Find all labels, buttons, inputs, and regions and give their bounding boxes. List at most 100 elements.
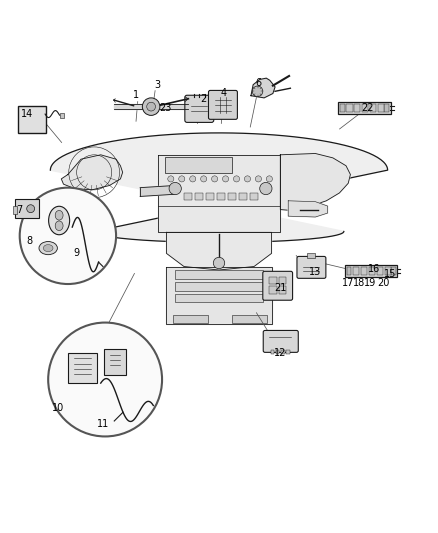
Ellipse shape <box>55 221 63 231</box>
FancyBboxPatch shape <box>165 157 232 173</box>
FancyBboxPatch shape <box>13 206 17 214</box>
Bar <box>354 104 360 112</box>
FancyBboxPatch shape <box>263 271 293 300</box>
Text: 18: 18 <box>353 278 365 288</box>
Text: 23: 23 <box>159 103 172 113</box>
Bar <box>276 350 279 354</box>
Bar <box>232 314 267 322</box>
Polygon shape <box>140 185 175 197</box>
Bar <box>392 266 396 275</box>
Bar <box>347 266 351 275</box>
Text: 22: 22 <box>362 103 374 113</box>
Text: 20: 20 <box>377 278 389 288</box>
Ellipse shape <box>43 245 53 252</box>
Bar <box>269 286 277 294</box>
Bar <box>175 270 263 279</box>
Text: 4: 4 <box>220 88 226 99</box>
FancyBboxPatch shape <box>263 330 298 352</box>
Text: 12: 12 <box>274 348 286 358</box>
Text: 17: 17 <box>342 278 354 288</box>
Text: 11: 11 <box>97 419 109 429</box>
Bar <box>60 112 64 118</box>
Bar <box>175 294 263 302</box>
Text: 9: 9 <box>74 248 80 259</box>
Bar <box>307 253 315 258</box>
Circle shape <box>212 176 218 182</box>
Bar <box>239 193 247 200</box>
Text: 2: 2 <box>201 94 207 104</box>
Text: 16: 16 <box>368 264 381 274</box>
Text: 15: 15 <box>384 269 396 279</box>
Text: 21: 21 <box>274 284 286 293</box>
Text: 7: 7 <box>17 205 23 215</box>
Circle shape <box>260 182 272 195</box>
Bar <box>195 193 203 200</box>
Circle shape <box>20 188 116 284</box>
Circle shape <box>266 176 272 182</box>
FancyBboxPatch shape <box>15 199 39 219</box>
Bar <box>362 104 368 112</box>
FancyBboxPatch shape <box>208 91 237 119</box>
Bar <box>378 104 384 112</box>
Bar <box>279 277 286 285</box>
Text: 13: 13 <box>309 266 321 277</box>
Ellipse shape <box>39 241 57 255</box>
FancyBboxPatch shape <box>68 353 97 383</box>
Text: 1: 1 <box>133 90 139 100</box>
FancyBboxPatch shape <box>338 102 391 114</box>
Circle shape <box>169 182 181 195</box>
Circle shape <box>27 205 35 213</box>
Polygon shape <box>166 268 272 324</box>
Ellipse shape <box>55 211 63 220</box>
Text: 6: 6 <box>255 78 261 88</box>
Bar <box>217 193 225 200</box>
Circle shape <box>147 102 155 111</box>
Circle shape <box>48 322 162 437</box>
Circle shape <box>255 176 261 182</box>
Text: 14: 14 <box>21 109 33 119</box>
Bar <box>384 104 389 112</box>
Bar <box>279 286 286 294</box>
Bar <box>281 350 285 354</box>
Bar <box>175 282 263 290</box>
Circle shape <box>142 98 160 115</box>
Circle shape <box>190 176 196 182</box>
Circle shape <box>168 176 174 182</box>
Bar <box>286 350 290 354</box>
Bar <box>228 193 236 200</box>
FancyBboxPatch shape <box>18 106 46 133</box>
FancyBboxPatch shape <box>104 349 126 375</box>
FancyBboxPatch shape <box>345 264 398 277</box>
Bar <box>385 267 391 274</box>
Circle shape <box>201 176 207 182</box>
Polygon shape <box>50 133 388 243</box>
Text: 8: 8 <box>27 236 33 246</box>
Bar <box>369 267 375 274</box>
Polygon shape <box>288 201 328 217</box>
Bar <box>346 104 353 112</box>
Ellipse shape <box>49 206 70 235</box>
Circle shape <box>213 257 225 269</box>
Bar <box>377 267 383 274</box>
Bar <box>206 193 214 200</box>
Circle shape <box>223 176 229 182</box>
FancyBboxPatch shape <box>185 95 214 123</box>
Polygon shape <box>166 232 272 270</box>
Bar <box>271 350 274 354</box>
Bar <box>370 104 376 112</box>
Polygon shape <box>114 104 188 109</box>
Polygon shape <box>158 155 280 232</box>
Text: 19: 19 <box>364 278 376 288</box>
Circle shape <box>179 176 185 182</box>
Bar <box>250 193 258 200</box>
Bar <box>361 267 367 274</box>
FancyBboxPatch shape <box>297 256 326 278</box>
Text: 3: 3 <box>155 80 161 90</box>
Polygon shape <box>61 155 123 190</box>
Text: 10: 10 <box>52 402 64 413</box>
Circle shape <box>233 176 240 182</box>
Polygon shape <box>280 154 350 211</box>
Bar <box>184 193 192 200</box>
Circle shape <box>244 176 251 182</box>
Bar <box>353 267 359 274</box>
